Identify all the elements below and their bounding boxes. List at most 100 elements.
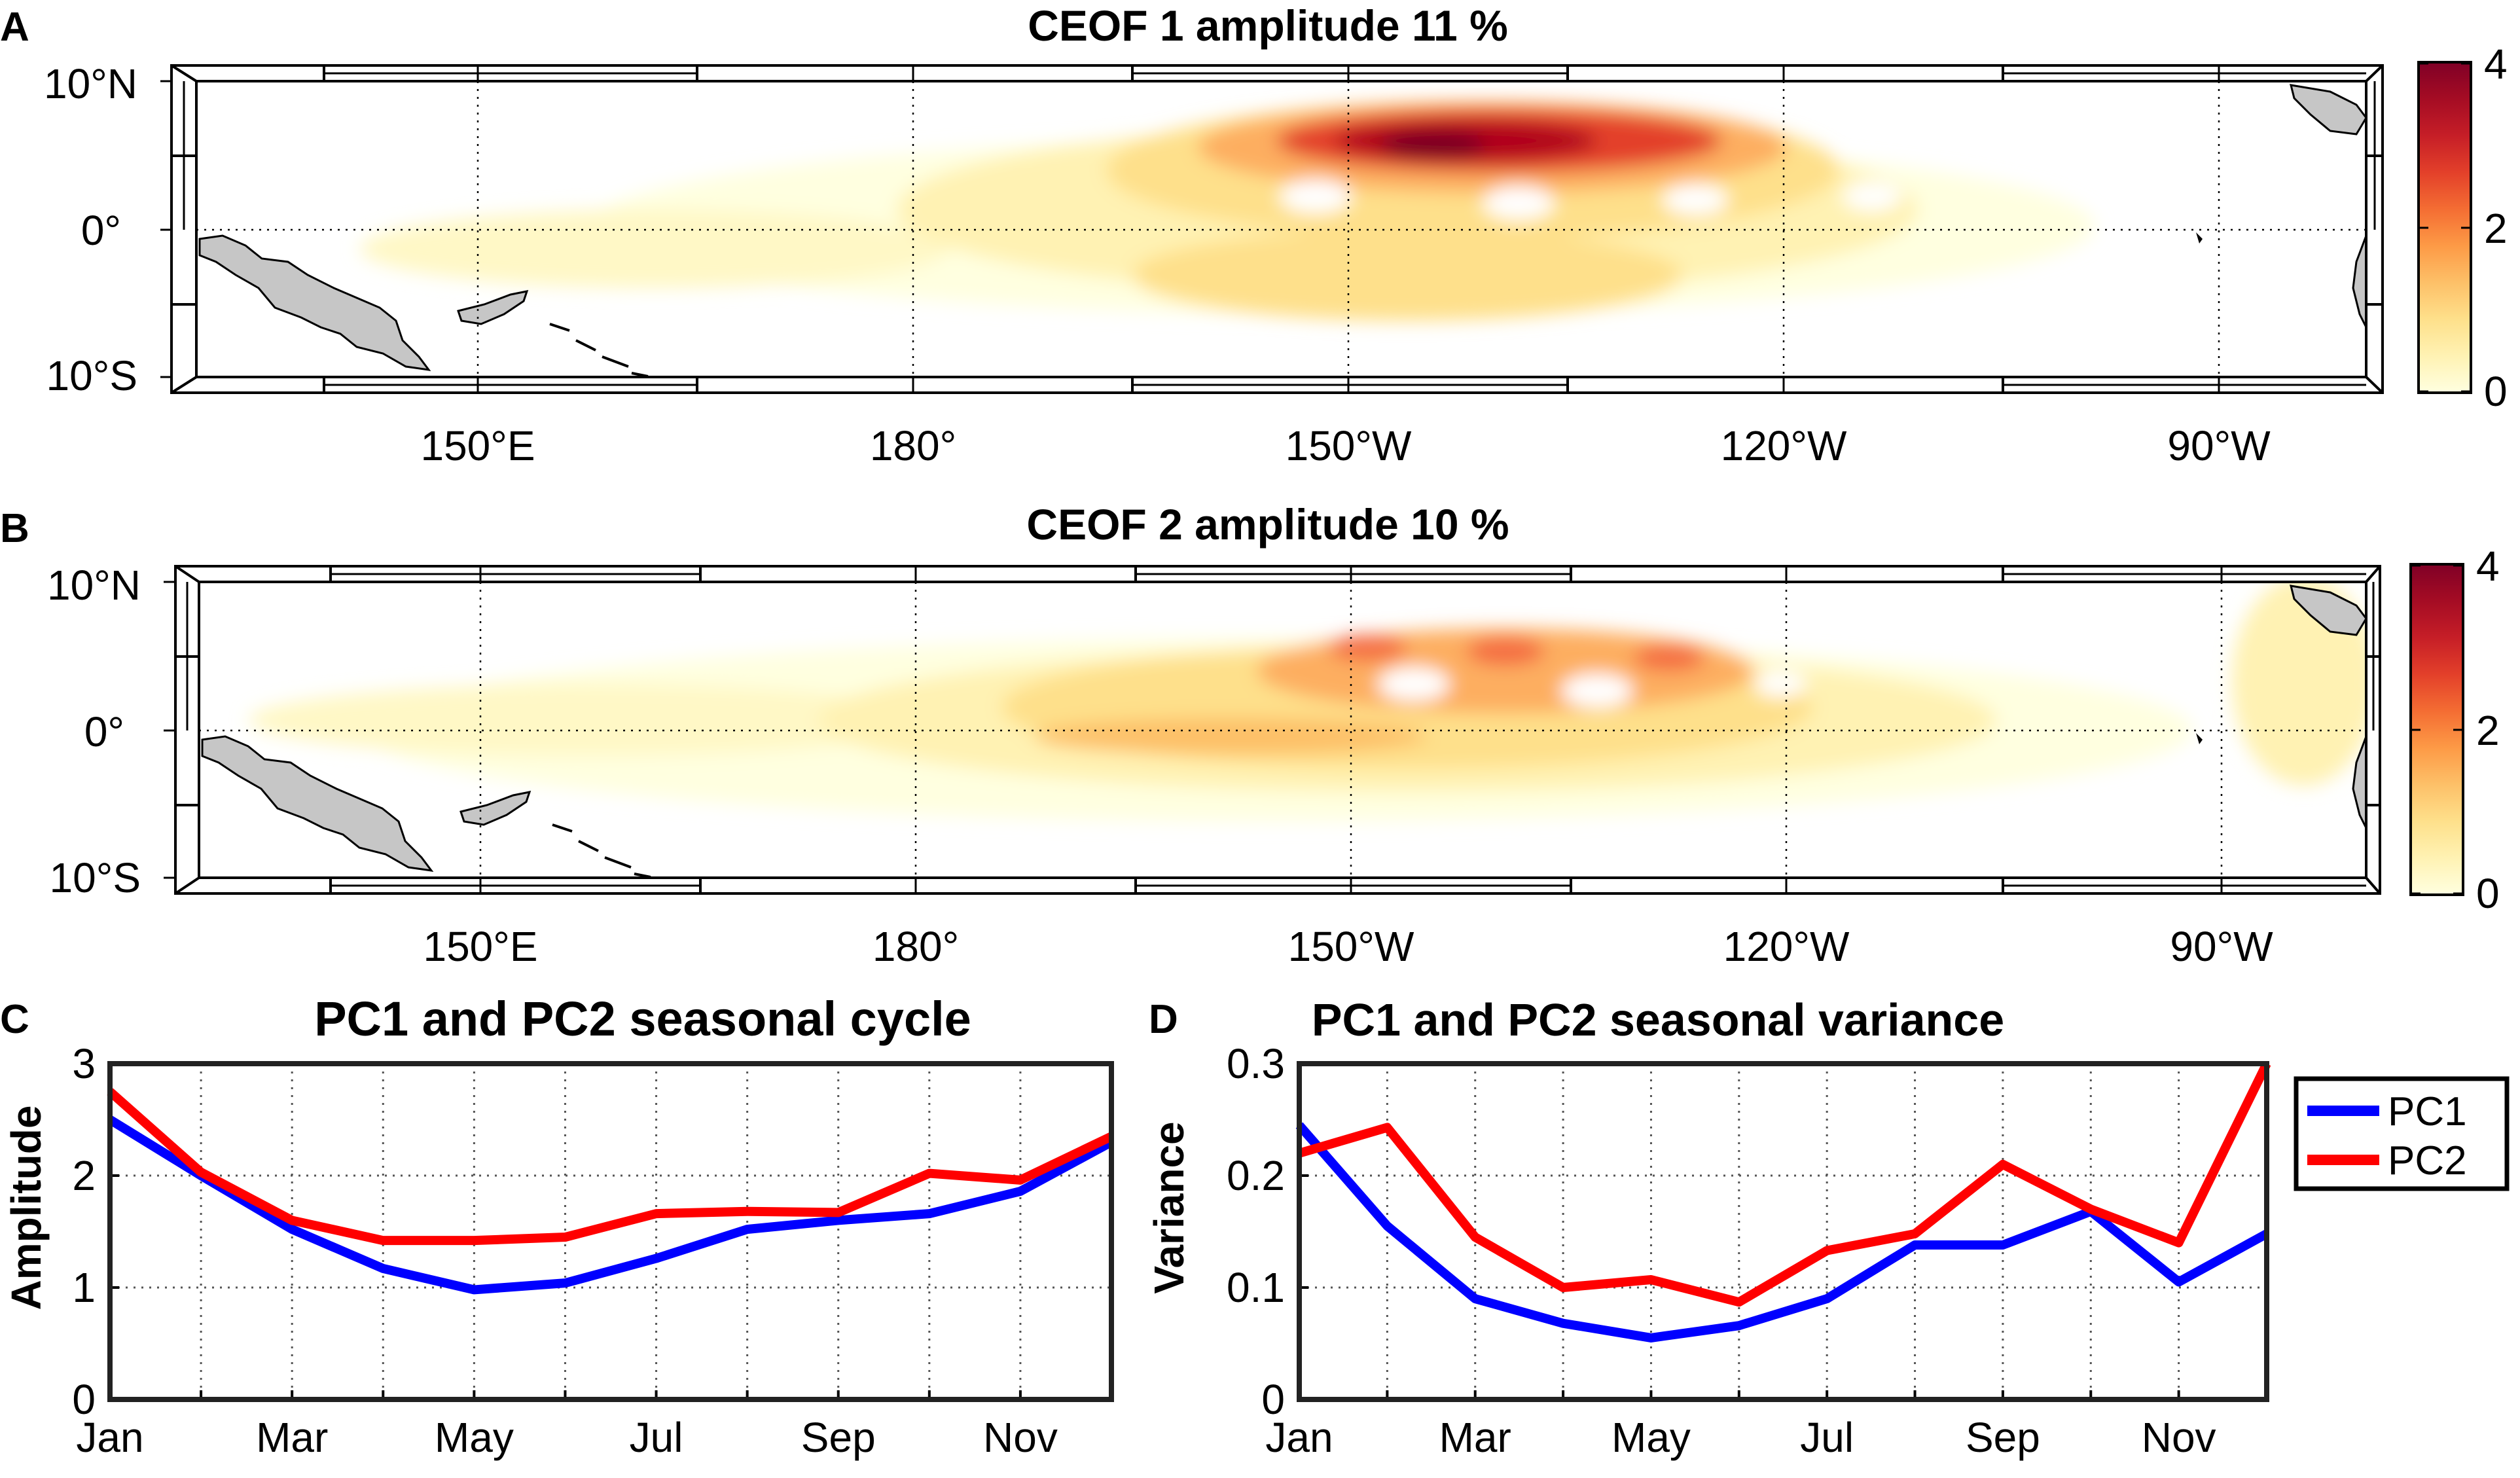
panel-c: C PC1 and PC2 seasonal cycle Amplitude 0… <box>0 992 1114 1461</box>
lon-tick-b-90w: 90°W <box>2170 923 2273 970</box>
legend: PC1 PC2 <box>2294 1076 2510 1191</box>
chart-c-ytick-label: 0 <box>72 1376 96 1423</box>
galapagos-b <box>2196 733 2203 744</box>
chart-d-ytick-label: 0.3 <box>1227 1040 1285 1087</box>
colorbar-b: 4 2 0 <box>2409 543 2500 917</box>
map-b-heatmap <box>201 582 2366 878</box>
lon-tick-b-180: 180° <box>873 923 959 970</box>
chart-c-ytick-label: 3 <box>72 1040 96 1087</box>
chart-d-series-pc2 <box>1298 1061 2271 1307</box>
new-britain-land-a <box>457 290 529 325</box>
chart-c-series-pc2 <box>107 1088 1114 1246</box>
lon-tick-a-90w: 90°W <box>2167 422 2271 469</box>
chart-d-xtick-label: Nov <box>2142 1414 2216 1461</box>
colorbar-a-tick-4: 4 <box>2484 41 2508 88</box>
chart-c-xtick-label: May <box>435 1414 514 1461</box>
colorbar-a: 4 2 0 <box>2417 41 2508 415</box>
map-b-title: CEOF 2 amplitude 10 % <box>1026 500 1509 549</box>
lon-tick-a-120w: 120°W <box>1721 422 1847 469</box>
lat-tick-a-10s: 10°S <box>46 352 137 399</box>
contour-a-hole-2 <box>1483 186 1555 220</box>
contour-a-tail-west <box>360 209 949 288</box>
legend-box <box>2294 1076 2510 1191</box>
contour-a-hole-1 <box>1280 179 1352 213</box>
lon-tick-a-150w: 150°W <box>1286 422 1412 469</box>
lat-tick-b-0: 0° <box>84 708 124 755</box>
panel-letter-b: B <box>0 506 29 551</box>
solomon-islands-b <box>552 823 651 878</box>
contour-a-hole-4 <box>1843 182 1901 211</box>
colorbar-b-tick-0: 0 <box>2476 870 2500 917</box>
new-guinea-land-b <box>201 735 434 872</box>
chart-c-frame <box>107 1061 1114 1402</box>
chart-d-ytick-label: 0 <box>1261 1376 1285 1423</box>
chart-d-xtick-label: Jan <box>1265 1414 1333 1461</box>
contour-b-hole-2 <box>1561 674 1633 708</box>
contour-a-south-lobe <box>1132 229 1682 321</box>
lon-tick-a-180: 180° <box>870 422 956 469</box>
central-america-land-a <box>2289 84 2366 135</box>
south-america-land-b <box>2352 736 2366 829</box>
chart-c-xtick-label: Nov <box>983 1414 1058 1461</box>
chart-d-series-pc1 <box>1295 1122 2269 1343</box>
panel-a: A CEOF 1 amplitude 11 % <box>0 1 2508 469</box>
chart-c-ytick-label: 2 <box>72 1152 96 1199</box>
legend-label-pc1: PC1 <box>2388 1089 2467 1134</box>
map-a-frame <box>160 64 2384 394</box>
chart-d-plot: 0 0.1 0.2 0.3 Jan Mar May Jul Sep Nov <box>1227 1040 2271 1461</box>
lon-tick-a-150e: 150°E <box>420 422 535 469</box>
map-a-title: CEOF 1 amplitude 11 % <box>1028 1 1508 50</box>
chart-c-xtick-label: Jan <box>76 1414 143 1461</box>
south-america-land-a <box>2352 235 2366 328</box>
contour-b-hole-1 <box>1378 667 1450 701</box>
lat-tick-a-10n: 10°N <box>44 60 137 107</box>
colorbar-a-tick-2: 2 <box>2484 205 2508 252</box>
chart-c-xtick-label: Sep <box>801 1414 876 1461</box>
panel-d: D PC1 and PC2 seasonal variance Variance… <box>1145 994 2510 1461</box>
map-b-frame <box>164 565 2381 895</box>
colorbar-b-tick-2: 2 <box>2476 707 2500 754</box>
map-a-gridlines <box>196 81 2366 377</box>
panel-letter-d: D <box>1149 997 1178 1042</box>
lon-tick-b-150w: 150°W <box>1288 923 1414 970</box>
contour-b-hole-3 <box>1754 671 1807 697</box>
chart-d-xtick-label: Jul <box>1800 1414 1854 1461</box>
new-guinea-land-a <box>198 234 431 371</box>
solomon-islands-a <box>549 323 649 377</box>
contour-b-tail-west <box>249 684 929 756</box>
panel-b: B CEOF 2 amplitude 10 % <box>0 500 2500 970</box>
lon-tick-b-120w: 120°W <box>1723 923 1850 970</box>
chart-c-xtick-label: Mar <box>256 1414 328 1461</box>
central-america-land-b <box>2289 585 2366 636</box>
chart-c-plot: 0 1 2 3 Jan Mar May Jul Sep Nov <box>72 1040 1114 1461</box>
chart-d-ytick-label: 0.1 <box>1227 1264 1285 1311</box>
map-a-heatmap <box>198 84 2366 377</box>
chart-c-ylabel: Amplitude <box>3 1106 50 1310</box>
chart-d-ytick-label: 0.2 <box>1227 1152 1285 1199</box>
colorbar-a-tick-0: 0 <box>2484 368 2508 415</box>
chart-c-series-pc1 <box>107 1115 1114 1295</box>
chart-c-title: PC1 and PC2 seasonal cycle <box>314 992 971 1046</box>
galapagos-a <box>2196 232 2203 243</box>
contour-a-peak <box>1381 131 1486 160</box>
chart-c-xtick-label: Jul <box>630 1414 683 1461</box>
chart-d-xtick-label: Sep <box>1966 1414 2040 1461</box>
lat-tick-b-10s: 10°S <box>50 854 141 901</box>
chart-d-xtick-label: Mar <box>1439 1414 1511 1461</box>
chart-d-ylabel: Variance <box>1145 1121 1193 1293</box>
new-britain-land-b <box>459 791 531 826</box>
panel-letter-a: A <box>0 5 29 50</box>
contour-b-red-1 <box>1329 635 1407 661</box>
legend-label-pc2: PC2 <box>2388 1138 2467 1183</box>
chart-d-xtick-label: May <box>1611 1414 1691 1461</box>
contour-a-hole-3 <box>1663 184 1728 215</box>
chart-d-title: PC1 and PC2 seasonal variance <box>1312 994 2004 1045</box>
contour-b-red-2 <box>1466 637 1545 666</box>
lon-tick-b-150e: 150°E <box>423 923 537 970</box>
panel-letter-c: C <box>0 997 29 1042</box>
chart-c-ytick-label: 1 <box>72 1264 96 1311</box>
colorbar-b-tick-4: 4 <box>2476 543 2500 590</box>
lat-tick-b-10n: 10°N <box>47 562 141 609</box>
lat-tick-a-0: 0° <box>81 207 121 254</box>
